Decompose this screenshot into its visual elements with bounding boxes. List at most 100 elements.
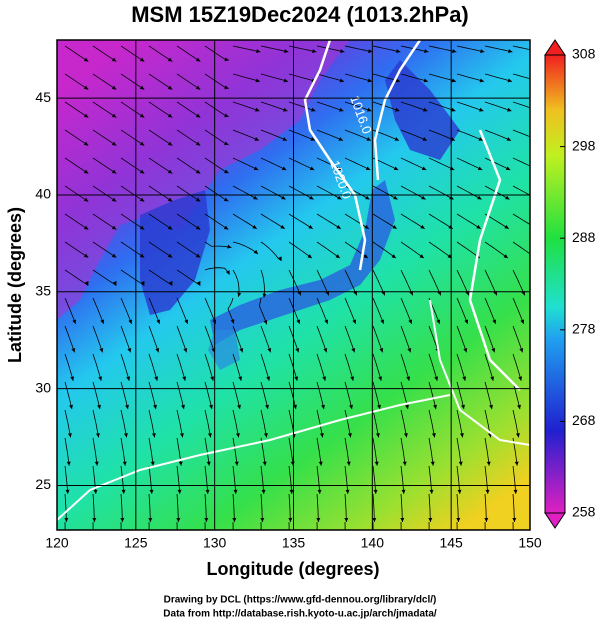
- streamline: [456, 213, 482, 230]
- streamline: [120, 213, 145, 230]
- stream-arrow: [98, 376, 103, 381]
- stream-arrow: [379, 347, 384, 353]
- stream-arrow: [406, 376, 411, 381]
- stream-arrow: [408, 319, 413, 324]
- stream-arrow: [139, 57, 145, 62]
- streamline: [148, 213, 173, 230]
- stream-arrow: [405, 404, 409, 410]
- stream-arrow: [139, 225, 145, 230]
- stream-arrow: [506, 137, 511, 141]
- stream-arrow: [433, 404, 437, 410]
- streamline: [428, 269, 442, 296]
- streamline: [204, 493, 207, 523]
- stream-arrow: [155, 347, 160, 353]
- stream-arrow: [260, 517, 265, 522]
- stream-arrow: [503, 254, 508, 259]
- streamline: [120, 185, 145, 202]
- stream-arrow: [123, 433, 128, 438]
- streamline: [176, 129, 201, 146]
- stream-arrow: [452, 49, 457, 53]
- streamline: [260, 493, 263, 523]
- stream-arrow: [70, 376, 75, 381]
- streamline: [120, 241, 145, 258]
- stream-arrow: [512, 517, 517, 522]
- streamline: [512, 129, 530, 138]
- stream-arrow: [337, 166, 343, 171]
- streamline: [92, 493, 95, 523]
- stream-arrow: [349, 404, 353, 410]
- streamline: [372, 353, 382, 381]
- stream-arrow: [97, 404, 101, 410]
- streamline: [64, 241, 89, 258]
- stream-arrow: [252, 224, 257, 229]
- streamline: [344, 213, 370, 230]
- stream-arrow: [347, 433, 352, 438]
- streamline: [120, 297, 132, 325]
- stream-arrow: [429, 489, 434, 494]
- stream-arrow: [422, 137, 427, 141]
- stream-arrow: [64, 517, 69, 522]
- stream-arrow: [195, 141, 201, 146]
- stream-arrow: [66, 461, 71, 466]
- plot-frame: [56, 39, 531, 531]
- stream-arrow: [237, 404, 241, 410]
- stream-arrow: [177, 489, 182, 494]
- streamline: [484, 157, 511, 171]
- stream-arrow: [83, 57, 89, 62]
- streamline: [316, 297, 328, 325]
- stream-arrow: [125, 404, 129, 410]
- streamline: [260, 157, 287, 171]
- streamline: [288, 213, 314, 230]
- stream-arrow: [69, 404, 73, 410]
- y-tick-label: 35: [35, 282, 51, 298]
- stream-arrow: [83, 197, 89, 202]
- streamline: [204, 353, 214, 381]
- streamline: [64, 297, 76, 325]
- streamline: [260, 101, 288, 112]
- streamline: [120, 73, 145, 90]
- streamline: [260, 325, 271, 353]
- streamline: [260, 213, 286, 230]
- streamline: [316, 465, 321, 494]
- streamline: [512, 213, 530, 225]
- streamline: [428, 241, 453, 259]
- streamline: [64, 73, 89, 90]
- stream-arrow: [315, 546, 319, 550]
- streamline: [456, 353, 466, 381]
- stream-arrow: [407, 347, 412, 353]
- streamline: [232, 73, 261, 82]
- streamline: [92, 73, 117, 90]
- stream-arrow: [479, 107, 484, 112]
- streamline: [344, 269, 358, 296]
- stream-arrow: [531, 254, 537, 260]
- stream-arrow: [184, 319, 189, 324]
- stream-arrow: [457, 489, 462, 494]
- streamline: [120, 45, 145, 62]
- stream-arrow: [476, 224, 481, 229]
- stream-arrow: [430, 461, 435, 466]
- stream-arrow: [122, 461, 127, 466]
- streamline: [176, 493, 179, 523]
- streamline: [344, 73, 373, 82]
- stream-arrow: [282, 137, 287, 141]
- streamline: [344, 381, 353, 410]
- stream-arrow: [121, 489, 126, 494]
- streamline: [372, 325, 383, 353]
- streamline: [148, 101, 173, 118]
- streamline: [344, 493, 347, 523]
- streamline: [428, 493, 431, 523]
- streamline: [232, 45, 261, 53]
- stream-arrow: [281, 195, 286, 200]
- streamline: [400, 353, 410, 381]
- streamline: [316, 269, 330, 296]
- stream-arrow: [477, 195, 482, 200]
- stream-arrow: [533, 196, 538, 201]
- stream-arrow: [483, 546, 487, 550]
- streamline: [316, 241, 341, 259]
- streamline: [176, 353, 186, 381]
- streamline: [344, 45, 373, 53]
- streamline: [484, 45, 513, 53]
- stream-arrow: [224, 169, 229, 174]
- stream-arrow: [139, 85, 145, 90]
- streamline: [400, 241, 425, 259]
